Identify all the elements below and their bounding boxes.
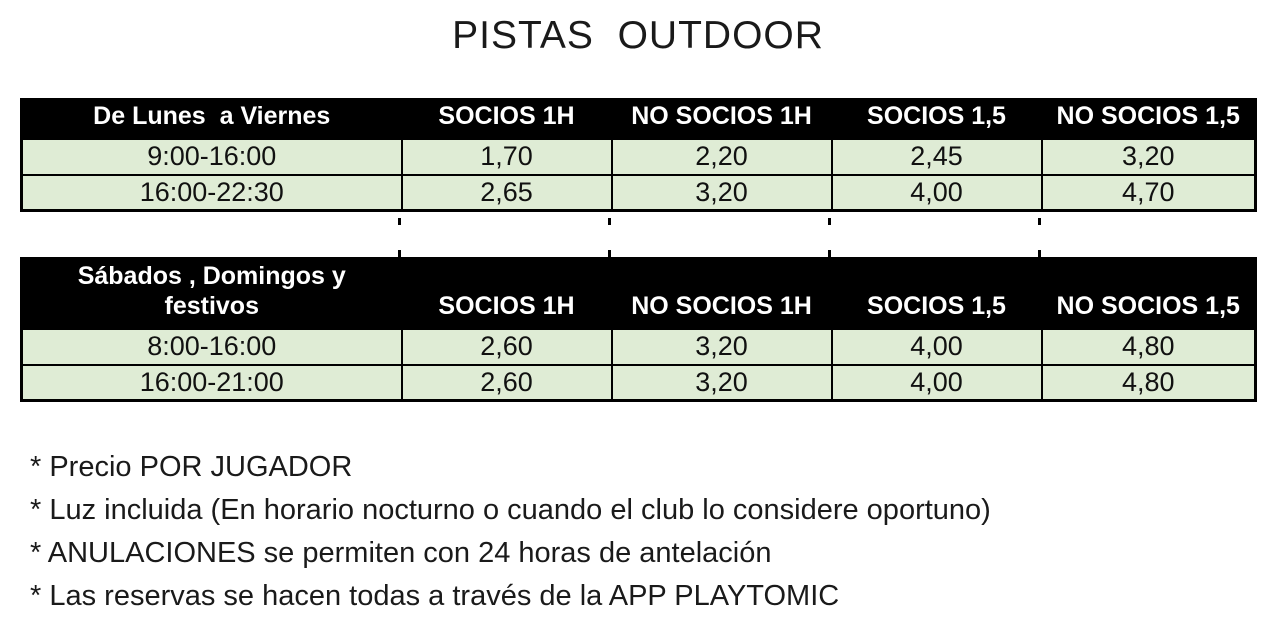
price-cell: 3,20 [610,327,833,366]
price-cell: 4,80 [1040,363,1257,402]
table-row: 16:00-21:00 2,60 3,20 4,00 4,80 [20,363,1257,402]
price-cell: 4,00 [830,173,1043,212]
header-sabados-domingos-festivos: Sábados , Domingos y festivos [20,257,403,330]
header-socios-1-5: SOCIOS 1,5 [830,257,1043,330]
header-socios-1h: SOCIOS 1H [400,98,613,140]
price-cell: 2,20 [610,137,833,176]
weekend-price-table: Sábados , Domingos y festivos SOCIOS 1H … [20,257,1257,402]
time-range-cell: 16:00-21:00 [20,363,403,402]
price-cell: 2,45 [830,137,1043,176]
header-no-socios-1-5: NO SOCIOS 1,5 [1040,257,1257,330]
note-line: * Luz incluida (En horario nocturno o cu… [30,494,991,526]
header-socios-1h: SOCIOS 1H [400,257,613,330]
column-divider-tick [608,218,611,225]
header-no-socios-1h: NO SOCIOS 1H [610,257,833,330]
price-cell: 1,70 [400,137,613,176]
column-divider-tick [1038,250,1041,257]
price-cell: 2,60 [400,363,613,402]
header-de-lunes-a-viernes: De Lunes a Viernes [20,98,403,140]
footnotes: * Precio POR JUGADOR * Luz incluida (En … [30,446,991,618]
header-socios-1-5: SOCIOS 1,5 [830,98,1043,140]
price-cell: 4,00 [830,363,1043,402]
price-cell: 4,00 [830,327,1043,366]
table-row: 8:00-16:00 2,60 3,20 4,00 4,80 [20,327,1257,366]
column-divider-tick [828,250,831,257]
price-cell: 2,60 [400,327,613,366]
column-divider-tick [608,250,611,257]
time-range-cell: 16:00-22:30 [20,173,403,212]
note-line: * ANULACIONES se permiten con 24 horas d… [30,537,772,569]
price-cell: 4,70 [1040,173,1257,212]
column-divider-tick [398,218,401,225]
weekday-header-row: De Lunes a Viernes SOCIOS 1H NO SOCIOS 1… [20,98,1257,140]
page-title: PISTAS OUTDOOR [452,14,824,57]
time-range-cell: 9:00-16:00 [20,137,403,176]
header-no-socios-1h: NO SOCIOS 1H [610,98,833,140]
note-line: * Las reservas se hacen todas a través d… [30,580,840,612]
column-divider-tick [398,250,401,257]
note-line: * Precio POR JUGADOR [30,451,353,483]
weekend-header-row: Sábados , Domingos y festivos SOCIOS 1H … [20,257,1257,330]
price-cell: 3,20 [1040,137,1257,176]
header-no-socios-1-5: NO SOCIOS 1,5 [1040,98,1257,140]
table-row: 9:00-16:00 1,70 2,20 2,45 3,20 [20,137,1257,176]
weekday-price-table: De Lunes a Viernes SOCIOS 1H NO SOCIOS 1… [20,98,1257,212]
price-cell: 2,65 [400,173,613,212]
column-divider-tick [828,218,831,225]
price-cell: 3,20 [610,173,833,212]
time-range-cell: 8:00-16:00 [20,327,403,366]
price-cell: 3,20 [610,363,833,402]
table-row: 16:00-22:30 2,65 3,20 4,00 4,70 [20,173,1257,212]
price-cell: 4,80 [1040,327,1257,366]
column-divider-tick [1038,218,1041,225]
